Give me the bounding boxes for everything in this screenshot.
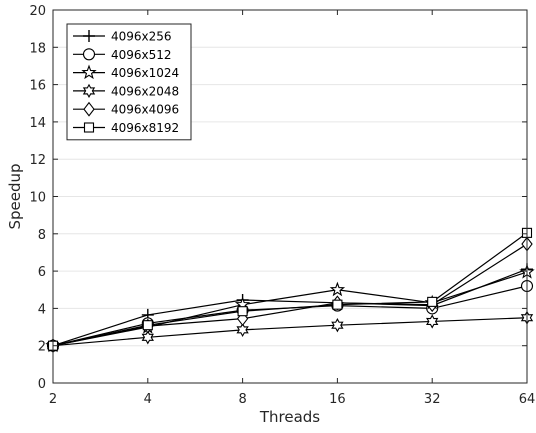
x-tick-label: 64: [519, 392, 536, 407]
y-tick-label: 18: [29, 41, 46, 56]
series-line: [52, 232, 528, 347]
legend-label: 4096x2048: [111, 84, 179, 98]
series-line: [52, 271, 528, 347]
legend-marker: [82, 83, 96, 99]
x-tick-label: 2: [49, 392, 57, 407]
series-4096x2048: [46, 310, 534, 353]
y-tick-label: 6: [38, 265, 46, 280]
series-layer: [45, 227, 535, 354]
data-point: [237, 306, 248, 317]
data-point: [332, 299, 343, 310]
series-4096x512: [46, 279, 534, 352]
y-tick-label: 0: [38, 377, 46, 392]
data-point: [427, 296, 438, 307]
data-point: [331, 318, 344, 333]
y-tick-label: 20: [29, 4, 46, 19]
y-tick-label: 8: [38, 228, 46, 243]
y-tick-label: 12: [29, 153, 46, 168]
data-point: [426, 314, 439, 329]
legend-marker: [83, 30, 95, 42]
legend-marker: [83, 101, 95, 117]
series-line: [52, 243, 528, 347]
data-point: [142, 320, 153, 331]
y-tick-label: 16: [29, 79, 46, 94]
y-tick-label: 2: [38, 340, 46, 355]
series-line: [52, 268, 528, 347]
legend-item: 4096x8192: [73, 121, 179, 135]
data-point: [236, 322, 249, 337]
legend-item: 4096x512: [73, 48, 172, 62]
legend-label: 4096x1024: [111, 66, 179, 80]
axis-ticks: [52, 9, 528, 384]
legend-item: 4096x1024: [73, 64, 179, 80]
y-axis-label: Speedup: [6, 163, 24, 229]
y-tick-labels: 0 2 4 6 8 10 12 14 16 18 20: [29, 4, 46, 392]
x-tick-label: 32: [424, 392, 441, 407]
x-tick-label: 8: [238, 392, 246, 407]
data-point: [141, 330, 154, 345]
legend-item: 4096x256: [73, 30, 172, 44]
x-tick-label: 4: [144, 392, 152, 407]
y-tick-label: 10: [29, 191, 46, 206]
legend-marker: [83, 122, 95, 133]
legend-box: [66, 23, 192, 141]
series-line: [52, 317, 528, 347]
x-axis-label: Threads: [259, 408, 320, 426]
legend-label: 4096x256: [111, 30, 172, 44]
legend-item: 4096x4096: [73, 101, 179, 117]
legend-marker: [82, 48, 96, 61]
legend-label: 4096x4096: [111, 103, 179, 117]
x-tick-labels: 2 4 8 16 32 64: [49, 392, 535, 407]
legend: 4096x256 4096x512 4096x1024 4096x2048 4096x4…: [66, 23, 192, 141]
y-tick-label: 4: [38, 302, 46, 317]
legend-label: 4096x8192: [111, 121, 179, 135]
legend-label: 4096x512: [111, 48, 172, 62]
data-point: [329, 281, 346, 297]
y-tick-label: 14: [29, 116, 46, 131]
legend-item: 4096x2048: [73, 83, 179, 99]
x-tick-label: 16: [329, 392, 346, 407]
legend-marker: [81, 64, 97, 80]
